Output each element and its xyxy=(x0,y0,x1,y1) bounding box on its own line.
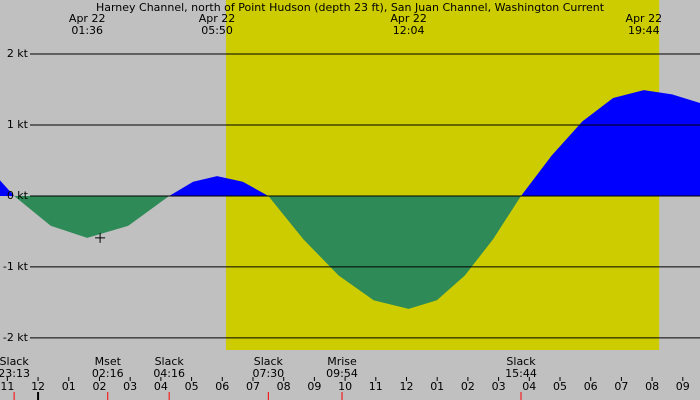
y-tick-label: 1 kt xyxy=(7,118,29,131)
event-label: Slack xyxy=(0,355,29,368)
y-tick-label: 0 kt xyxy=(7,189,29,202)
x-tick-label: 03 xyxy=(492,380,506,393)
x-tick-label: 04 xyxy=(522,380,536,393)
peak-time: 19:44 xyxy=(628,24,660,37)
flood-area xyxy=(0,90,700,196)
x-tick-label: 09 xyxy=(676,380,690,393)
event-label: Slack xyxy=(506,355,536,368)
x-tick-label: 01 xyxy=(430,380,444,393)
y-tick-label: 2 kt xyxy=(7,47,29,60)
x-tick-label: 05 xyxy=(553,380,567,393)
peak-time: 12:04 xyxy=(393,24,425,37)
peak-date: Apr 22 xyxy=(69,12,106,25)
y-tick-label: -1 kt xyxy=(3,260,29,273)
x-tick-label: 12 xyxy=(399,380,413,393)
event-time: 23:13 xyxy=(0,367,30,380)
x-tick-label: 06 xyxy=(584,380,598,393)
event-label: Slack xyxy=(254,355,284,368)
event-label: Mrise xyxy=(327,355,357,368)
x-tick-label: 08 xyxy=(277,380,291,393)
x-tick-label: 12 xyxy=(31,380,45,393)
chart-title: Harney Channel, north of Point Hudson (d… xyxy=(96,1,605,14)
peak-date: Apr 22 xyxy=(390,12,427,25)
event-time: 07:30 xyxy=(252,367,284,380)
x-tick-label: 05 xyxy=(185,380,199,393)
x-tick-label: 08 xyxy=(645,380,659,393)
x-tick-label: 02 xyxy=(92,380,106,393)
x-tick-label: 01 xyxy=(62,380,76,393)
x-tick-label: 11 xyxy=(0,380,14,393)
x-tick-label: 03 xyxy=(123,380,137,393)
event-label: Slack xyxy=(155,355,185,368)
x-tick-label: 06 xyxy=(215,380,229,393)
event-label: Mset xyxy=(95,355,122,368)
peak-date: Apr 22 xyxy=(199,12,236,25)
event-time: 09:54 xyxy=(326,367,358,380)
x-tick-label: 07 xyxy=(614,380,628,393)
x-tick-label: 02 xyxy=(461,380,475,393)
peak-time: 01:36 xyxy=(71,24,103,37)
ebb-area xyxy=(14,196,521,309)
x-tick-label: 09 xyxy=(307,380,321,393)
x-tick-label: 11 xyxy=(369,380,383,393)
peak-time: 05:50 xyxy=(201,24,233,37)
peak-date: Apr 22 xyxy=(626,12,663,25)
event-time: 02:16 xyxy=(92,367,124,380)
x-tick-label: 10 xyxy=(338,380,352,393)
marker xyxy=(95,232,106,243)
x-tick-label: 07 xyxy=(246,380,260,393)
y-tick-label: -2 kt xyxy=(3,331,29,344)
x-tick-label: 04 xyxy=(154,380,168,393)
event-time: 15:44 xyxy=(505,367,537,380)
event-time: 04:16 xyxy=(153,367,185,380)
